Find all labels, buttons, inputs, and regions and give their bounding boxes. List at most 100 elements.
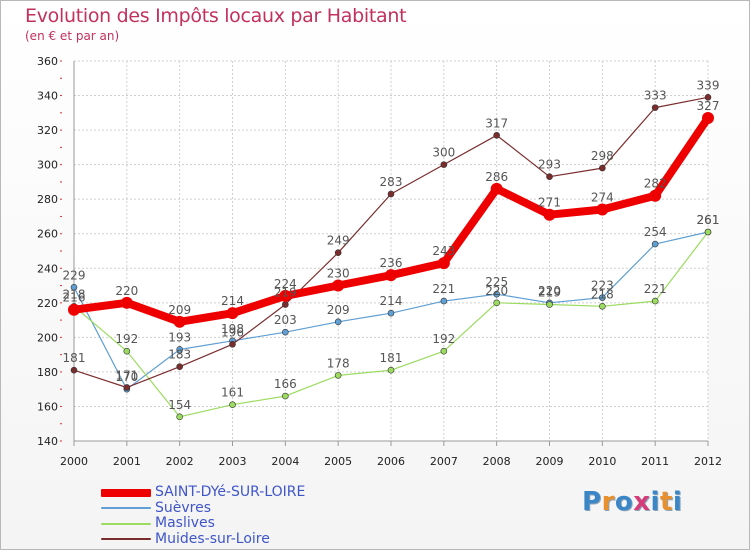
data-label-saint-dye: 214 [221,294,244,308]
data-label-suevres: 261 [697,213,720,227]
x-tick-label: 2008 [483,455,511,468]
data-point-saint-dye [120,296,133,309]
data-point-saint-dye [332,279,345,292]
data-label-saint-dye: 286 [485,170,508,184]
x-tick-label: 2003 [219,455,247,468]
data-point-maslives [651,297,659,305]
data-label-maslives: 220 [485,284,508,298]
data-point-maslives [334,372,342,379]
data-label-maslives: 219 [538,286,561,300]
y-tick-label: 300 [37,159,58,172]
data-point-muides [229,340,236,348]
data-point-saint-dye [649,189,662,202]
data-label-muides: 219 [274,286,297,300]
data-label-maslives: 261 [697,213,720,227]
data-label-maslives: 178 [327,356,350,370]
logo-letter: t [659,487,673,517]
y-tick-label: 240 [37,262,58,275]
x-tick-label: 2000 [60,455,88,468]
data-point-suevres [176,346,183,353]
data-point-saint-dye [543,208,556,221]
data-point-suevres [70,283,78,291]
data-label-suevres: 229 [63,268,86,282]
data-label-maslives: 192 [432,332,455,346]
data-point-saint-dye [437,257,450,270]
logo-letter: o [614,487,634,517]
data-label-saint-dye: 230 [327,267,350,281]
data-label-muides: 283 [380,175,403,189]
data-point-muides [651,104,659,111]
data-label-saint-dye: 224 [274,277,297,291]
data-label-muides: 196 [221,325,244,339]
data-label-muides: 181 [63,351,86,365]
legend-item-saint-dye: SAINT-DYé-SUR-LOIRE [101,485,305,501]
y-tick-label: 220 [37,297,58,310]
y-tick-label: 260 [37,228,58,241]
data-label-saint-dye: 327 [697,99,720,113]
x-tick-label: 2012 [694,455,722,468]
y-tick-label: 320 [37,124,58,137]
legend-swatch-saint-dye [101,488,151,497]
data-point-muides [440,161,448,168]
data-point-suevres [282,328,289,336]
data-label-muides: 298 [591,149,614,163]
data-point-saint-dye [173,315,186,328]
data-point-saint-dye [279,289,292,302]
data-label-muides: 333 [644,89,667,103]
data-point-muides [387,190,395,198]
legend-label-saint-dye: SAINT-DYé-SUR-LOIRE [155,484,306,501]
legend-item-suevres: Suèvres [101,499,305,517]
data-label-suevres: 225 [485,275,508,289]
x-tick-label: 2011 [641,455,669,468]
legend-label-muides: Muides-sur-Loire [155,530,270,547]
data-label-muides: 300 [432,146,455,160]
data-label-suevres: 214 [380,294,403,308]
legend-item-maslives: Maslives [101,516,305,532]
legend-label-suevres: Suèvres [155,499,212,516]
data-label-suevres: 193 [168,330,191,344]
x-tick-label: 2004 [271,455,299,468]
data-label-saint-dye: 271 [538,196,561,210]
data-label-saint-dye: 209 [168,303,191,317]
data-label-maslives: 166 [274,377,297,391]
data-label-suevres: 198 [221,322,244,336]
data-point-muides [493,131,500,139]
data-point-maslives [493,299,500,307]
data-label-muides: 183 [168,348,191,362]
data-point-muides [123,384,131,391]
y-tick-label: 140 [37,435,58,448]
y-tick-label: 180 [37,366,58,379]
data-point-saint-dye [68,303,80,316]
data-point-muides [176,363,183,371]
data-point-suevres [493,290,500,298]
data-point-suevres [599,294,606,301]
chart-title: Evolution des Impôts locaux par Habitant [25,5,407,27]
x-tick-label: 2006 [377,455,405,468]
logo-letter: r [601,487,615,517]
data-label-suevres: 170 [115,370,138,384]
legend-label-maslives: Maslives [155,515,215,532]
data-point-maslives [282,392,289,400]
chart-subtitle: (en € et par an) [25,29,120,43]
data-label-muides: 293 [538,158,561,172]
data-point-maslives [440,347,448,355]
y-tick-label: 360 [37,55,58,68]
data-label-muides: 249 [327,234,350,248]
data-point-muides [334,249,342,257]
data-point-maslives [546,301,553,308]
data-label-muides: 171 [115,368,138,382]
data-point-muides [70,366,78,374]
x-tick-label: 2007 [430,455,458,468]
data-label-suevres: 223 [591,279,614,293]
logo-letter: P [582,487,602,517]
logo-letter: x [633,487,651,517]
data-point-saint-dye [490,182,503,195]
data-point-maslives [123,347,131,355]
data-label-maslives: 161 [221,386,244,400]
data-label-suevres: 220 [538,284,561,298]
data-label-saint-dye: 236 [380,256,403,270]
data-label-maslives: 154 [168,398,191,412]
proxiti-logo: Proxiti [582,487,682,517]
logo-letter: i [650,487,660,517]
